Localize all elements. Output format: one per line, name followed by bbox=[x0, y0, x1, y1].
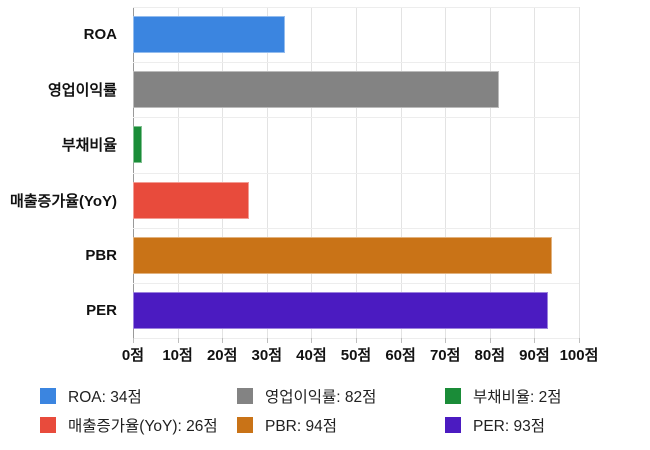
bar[interactable] bbox=[133, 236, 553, 274]
plot-area bbox=[133, 7, 580, 339]
x-tick-label: 0점 bbox=[121, 347, 145, 364]
x-tickmark bbox=[266, 338, 268, 343]
x-tickmark bbox=[222, 338, 224, 343]
legend-item[interactable]: 부채비율: 2점 bbox=[445, 386, 625, 406]
category-label: ROA bbox=[83, 26, 117, 44]
category-label: 영업이익률 bbox=[47, 82, 117, 100]
legend-item[interactable]: ROA: 34점 bbox=[40, 386, 237, 406]
x-tickmark bbox=[400, 338, 402, 343]
x-tickmark bbox=[579, 338, 580, 343]
x-tick-label: 60점 bbox=[385, 347, 416, 364]
x-tick-label: 80점 bbox=[474, 347, 506, 364]
x-tickmark bbox=[311, 338, 313, 343]
bar[interactable] bbox=[133, 291, 548, 329]
x-tickmark bbox=[133, 338, 134, 343]
x-tick-label: 70점 bbox=[429, 347, 461, 364]
legend-swatch bbox=[445, 387, 461, 404]
category-label: 매출증가율(YoY) bbox=[9, 192, 117, 210]
legend-swatch bbox=[40, 416, 56, 433]
bar[interactable] bbox=[133, 71, 499, 109]
legend-swatch bbox=[237, 387, 253, 404]
x-axis-labels: 0점 10점 20점 30점 40점 50점 60점 70점 80점 90점 100점 bbox=[122, 344, 598, 364]
bar[interactable] bbox=[133, 126, 142, 164]
x-tickmark bbox=[356, 338, 357, 343]
bar[interactable] bbox=[133, 181, 249, 219]
category-label: 부채비율 bbox=[61, 137, 117, 155]
horizontal-gridline bbox=[133, 282, 579, 284]
bar[interactable] bbox=[133, 16, 285, 54]
horizontal-gridline bbox=[133, 117, 579, 119]
legend-item[interactable]: PBR: 94점 bbox=[237, 415, 445, 435]
legend-label: 부채비율: 2점 bbox=[473, 388, 562, 406]
x-tick-label: 50점 bbox=[340, 347, 372, 364]
legend-swatch bbox=[237, 416, 253, 433]
legend-label: 영업이익률: 82점 bbox=[265, 388, 377, 406]
vertical-gridline bbox=[579, 7, 580, 338]
x-axis-tickmarks bbox=[133, 338, 580, 344]
x-tickmark bbox=[177, 338, 179, 343]
x-tick-label: 30점 bbox=[251, 347, 283, 364]
x-tick-label: 10점 bbox=[162, 347, 193, 364]
x-tick-label: 20점 bbox=[206, 347, 238, 364]
legend-item[interactable]: PER: 93점 bbox=[445, 415, 625, 435]
horizontal-gridline bbox=[133, 172, 579, 174]
horizontal-gridline bbox=[133, 227, 579, 229]
x-tickmark bbox=[534, 338, 536, 343]
legend-label: PER: 93점 bbox=[473, 417, 545, 435]
legend-item[interactable]: 영업이익률: 82점 bbox=[237, 386, 445, 406]
legend-label: PBR: 94점 bbox=[265, 417, 337, 435]
legend-swatch bbox=[445, 416, 461, 433]
x-tick-label: 40점 bbox=[296, 347, 327, 364]
horizontal-gridline bbox=[133, 7, 579, 8]
legend-item[interactable]: 매출증가율(YoY): 26점 bbox=[40, 415, 237, 435]
category-label: PBR bbox=[85, 246, 117, 264]
x-tick-label: 90점 bbox=[519, 347, 550, 364]
legend-swatch bbox=[40, 387, 56, 404]
x-tickmark bbox=[445, 338, 447, 343]
x-tickmark bbox=[489, 338, 491, 343]
category-label: PER bbox=[86, 301, 117, 319]
legend-label: ROA: 34점 bbox=[68, 388, 142, 406]
legend-label: 매출증가율(YoY): 26점 bbox=[68, 417, 218, 435]
x-tick-label: 100점 bbox=[559, 347, 599, 364]
horizontal-gridline bbox=[133, 62, 579, 64]
